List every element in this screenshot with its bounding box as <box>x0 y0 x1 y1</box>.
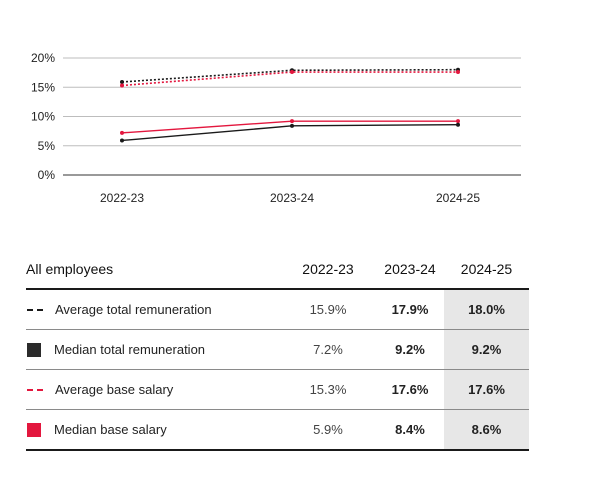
x-tick-label: 2024-25 <box>436 191 480 205</box>
row-value-year-1: 7.2% <box>313 342 343 357</box>
row-label: Average base salary <box>55 382 174 397</box>
series-line <box>121 123 459 142</box>
data-point <box>120 83 124 88</box>
row-value-year-2: 8.4% <box>395 422 425 437</box>
row-value-year-1: 15.9% <box>309 302 347 317</box>
y-tick-label: 20% <box>31 51 55 65</box>
data-point <box>290 119 294 124</box>
y-tick-label: 5% <box>38 139 56 153</box>
y-tick-label: 15% <box>31 80 55 94</box>
data-point <box>290 70 294 75</box>
data-point <box>120 79 124 84</box>
table-row: Average total remuneration 15.9% 17.9% 1… <box>26 290 529 330</box>
row-value-year-3: 8.6% <box>444 410 529 449</box>
row-label: Average total remuneration <box>55 302 212 317</box>
line-chart: 0% 5% 10% 15% 20% 2022-23 2023-24 2024-25 <box>31 51 521 205</box>
table-row: Median base salary 5.9% 8.4% 8.6% <box>26 410 529 451</box>
header-year-2: 2023-24 <box>384 261 436 277</box>
row-value-year-3: 18.0% <box>444 290 529 329</box>
header-year-1: 2022-23 <box>302 261 354 277</box>
y-tick-label: 0% <box>38 168 56 182</box>
row-value-year-2: 17.6% <box>391 382 429 397</box>
row-value-year-3: 9.2% <box>444 330 529 369</box>
row-value-year-3: 17.6% <box>444 370 529 409</box>
series-line <box>121 120 458 134</box>
header-label: All employees <box>26 261 114 277</box>
header-year-3: 2024-25 <box>460 261 513 277</box>
square-icon <box>27 422 41 437</box>
table-row: Median total remuneration 7.2% 9.2% 9.2% <box>26 330 529 370</box>
row-value-year-1: 5.9% <box>313 422 343 437</box>
data-point <box>456 122 460 127</box>
row-value-year-1: 15.3% <box>309 382 347 397</box>
data-point <box>456 70 460 75</box>
row-value-year-2: 9.2% <box>395 342 425 357</box>
series-line <box>121 68 459 83</box>
table-header-row: All employees 2022-23 2023-24 2024-25 <box>26 250 529 290</box>
data-point <box>456 119 460 124</box>
dashed-line-icon <box>27 308 43 311</box>
dashed-line-icon <box>27 388 43 391</box>
x-tick-label: 2023-24 <box>270 191 314 205</box>
data-point <box>290 123 294 128</box>
x-tick-label: 2022-23 <box>100 191 144 205</box>
square-icon <box>27 342 41 357</box>
row-value-year-2: 17.9% <box>391 302 429 317</box>
data-point <box>120 130 124 135</box>
row-label: Median base salary <box>54 422 167 437</box>
remuneration-table: All employees 2022-23 2023-24 2024-25 Av… <box>26 250 529 451</box>
row-label: Median total remuneration <box>54 342 206 357</box>
y-tick-label: 10% <box>31 110 55 124</box>
series-line <box>121 71 458 87</box>
data-point <box>120 138 124 143</box>
table-row: Average base salary 15.3% 17.6% 17.6% <box>26 370 529 410</box>
